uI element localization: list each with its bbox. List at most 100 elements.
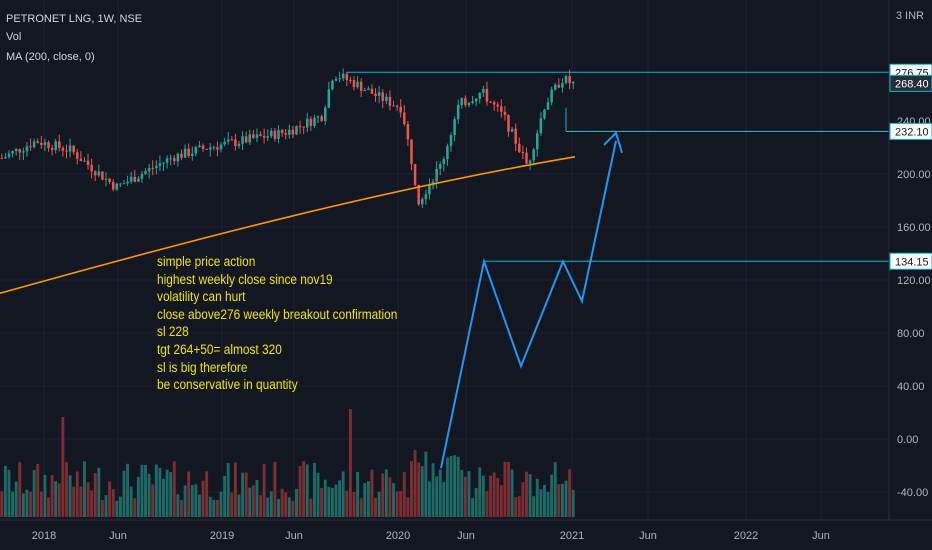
symbol-title[interactable]: PETRONET LNG, 1W, NSE	[6, 13, 143, 25]
currency-label[interactable]: 3 INR	[895, 10, 924, 22]
last-price-label-box	[889, 74, 932, 92]
volume-bar	[115, 500, 119, 517]
volume-bar	[489, 475, 492, 517]
candle-body	[61, 147, 65, 151]
volume-bar	[21, 493, 25, 517]
volume-bar	[510, 469, 514, 517]
moving-average-line	[0, 155, 576, 295]
volume-bar	[546, 491, 550, 517]
volume-bar	[237, 494, 241, 517]
volume-bar	[528, 474, 532, 517]
candle-body	[147, 167, 151, 172]
volume-bar	[471, 498, 475, 517]
candle-body	[25, 146, 29, 152]
time-tick-label: Jun	[285, 530, 303, 542]
candle-body	[79, 158, 83, 162]
volume-bar	[194, 484, 198, 517]
volume-bar	[485, 491, 489, 517]
note-line: close above276 weekly breakout confirmat…	[157, 306, 398, 322]
volume-bar	[183, 485, 187, 517]
candle-body	[230, 139, 234, 141]
time-tick-label: 2022	[734, 530, 758, 542]
volume-bar	[11, 491, 15, 517]
volume-bar	[97, 467, 101, 517]
candle-body	[208, 147, 212, 150]
candle-body	[417, 184, 420, 205]
candle-body	[133, 176, 137, 182]
candle-body	[424, 194, 428, 200]
volume-bar	[384, 469, 388, 517]
volume-bar	[29, 491, 32, 517]
candle-body	[40, 142, 43, 146]
time-tick-label: Jun	[109, 530, 127, 542]
volume-bar	[410, 461, 413, 517]
volume-bar	[277, 498, 280, 517]
level-label: 232.10	[895, 126, 929, 138]
candle-body	[50, 148, 54, 151]
volume-bar	[226, 463, 230, 517]
candle-body	[226, 139, 230, 142]
candle-body	[356, 81, 359, 88]
volume-bar	[118, 496, 122, 517]
candle-body	[155, 165, 158, 169]
candle-body	[104, 178, 108, 180]
time-axis: 2018 Jun 2019 Jun 2020 Jun 2021 Jun 2022 Jun	[32, 530, 830, 542]
candle-body	[323, 107, 327, 121]
volume-bar	[366, 481, 370, 517]
volume-bar	[223, 475, 227, 517]
candle-body	[338, 78, 341, 80]
volume-bar	[395, 491, 399, 517]
candle-body	[446, 146, 449, 160]
volume-bar	[262, 464, 266, 517]
volume-bar	[14, 481, 18, 517]
candle-body	[525, 152, 528, 164]
volume-bar	[496, 477, 500, 517]
volume-bar	[492, 472, 496, 517]
volume-bar	[553, 462, 557, 517]
volume-bar	[54, 481, 58, 517]
candle-body	[482, 88, 485, 93]
volume-bar	[503, 461, 507, 517]
volume-bar	[420, 466, 424, 517]
candle-body	[410, 139, 413, 165]
volume-bar	[348, 409, 352, 517]
ma-indicator-label[interactable]: MA (200, close, 0)	[6, 51, 95, 63]
volume-bar	[456, 456, 460, 517]
candle-body	[90, 164, 93, 172]
candle-body	[456, 104, 460, 120]
volume-bar	[83, 461, 86, 517]
volume-bar	[481, 475, 485, 517]
volume-bar	[381, 473, 385, 517]
volume-bar	[50, 475, 54, 517]
volume-bar	[431, 463, 435, 517]
candle-body	[503, 111, 507, 115]
volume-bar	[198, 494, 201, 517]
time-tick-label: Jun	[639, 530, 657, 542]
volume-bar	[517, 496, 521, 517]
candle-body	[553, 84, 557, 90]
volume-bar	[79, 486, 83, 517]
candle-body	[180, 153, 183, 158]
volume-bar	[363, 482, 367, 517]
volume-bar	[86, 482, 90, 517]
candle-body	[302, 126, 305, 128]
candle-body	[399, 106, 402, 113]
candle-body	[510, 128, 514, 132]
volume-bar	[370, 469, 374, 517]
candle-body	[331, 80, 334, 90]
candle-body	[266, 136, 269, 138]
candle-body	[129, 176, 133, 182]
candle-body	[327, 89, 331, 108]
volume-bar	[201, 480, 205, 517]
price-axis: 200.00160.00120.0080.0040.000.00-40.0024…	[897, 116, 931, 499]
volume-indicator-label[interactable]: Vol	[6, 31, 22, 43]
candle-body	[201, 145, 205, 149]
volume-bar	[295, 488, 298, 517]
candle-body	[223, 141, 226, 145]
candle-body	[262, 135, 266, 138]
volume-bar	[568, 469, 572, 517]
candle-body	[449, 135, 453, 147]
volume-bar	[359, 498, 363, 517]
candle-body	[496, 104, 499, 107]
